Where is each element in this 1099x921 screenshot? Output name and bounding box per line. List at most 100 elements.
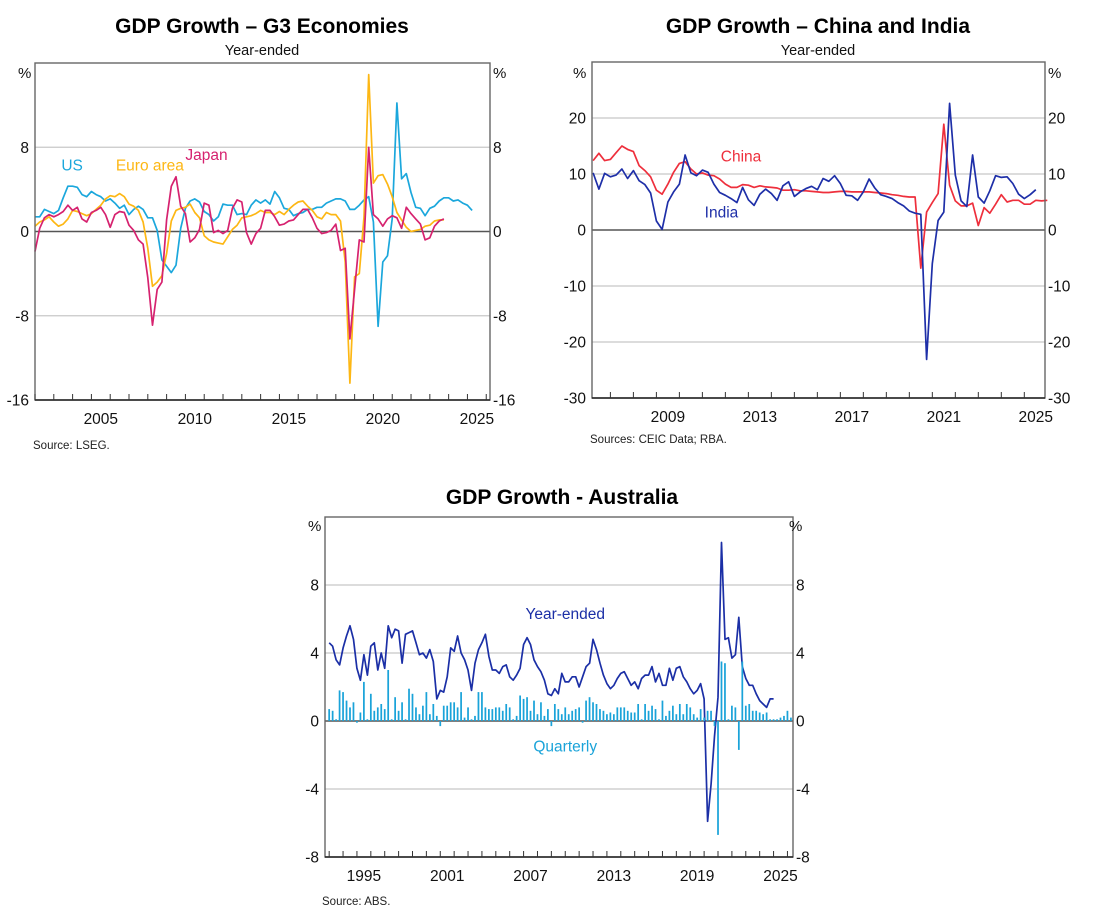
bar-quarterly (522, 698, 525, 721)
y-tick-label: 0 (310, 714, 319, 731)
bar-quarterly (376, 707, 379, 721)
series-line-india (592, 102, 1037, 361)
y-tick-label: 0 (1048, 223, 1057, 240)
bar-quarterly (338, 690, 341, 721)
bar-quarterly (779, 717, 782, 721)
y-axis-right: -16 -8 0 8 (493, 140, 515, 410)
x-tick-label: 1995 (347, 868, 381, 885)
series-label-india: India (705, 205, 739, 222)
bar-quarterly (783, 715, 785, 721)
bar-quarterly (553, 704, 556, 721)
bar-quarterly (637, 704, 640, 721)
bar-quarterly (602, 710, 605, 721)
bar-quarterly (651, 705, 653, 721)
y-unit-right: % (1048, 65, 1061, 82)
x-tick-label: 2005 (84, 411, 118, 428)
bar-quarterly (564, 707, 567, 721)
bar-quarterly (668, 710, 671, 721)
chart-title: GDP Growth – China and India (666, 15, 970, 38)
bar-quarterly (626, 710, 629, 721)
y-tick-label: 0 (796, 714, 805, 731)
series-labels: Year-ended Quarterly (525, 606, 605, 756)
bar-quarterly (411, 693, 414, 721)
bar-quarterly (560, 714, 563, 721)
y-tick-label: -8 (305, 850, 319, 867)
y-tick-label: -30 (1048, 391, 1071, 408)
bar-quarterly (328, 709, 331, 721)
bar-quarterly (678, 704, 681, 721)
bar-quarterly (501, 710, 504, 721)
source-note: Sources: CEIC Data; RBA. (590, 434, 727, 446)
y-unit-right: % (789, 518, 802, 535)
y-tick-label: -8 (796, 850, 810, 867)
series-label-year-ended: Year-ended (525, 606, 605, 623)
chart-china-india: GDP Growth – China and India Year-ended … (564, 15, 1071, 446)
bar-quarterly (647, 710, 650, 721)
bar-quarterly (442, 705, 445, 721)
bar-quarterly (446, 705, 449, 721)
series-line-euro-area (34, 73, 444, 384)
series-labels: China India (705, 149, 762, 222)
bar-quarterly (731, 705, 733, 721)
bar-quarterly (727, 719, 730, 721)
y-tick-label: 0 (577, 223, 586, 240)
y-axis-right: -8 -4 0 4 8 (796, 578, 810, 867)
y-tick-label: -20 (564, 335, 587, 352)
series-line-year-ended (328, 541, 774, 823)
bar-quarterly (453, 702, 456, 721)
bar-quarterly (658, 719, 660, 721)
y-axis-left: -8 -4 0 4 8 (305, 578, 319, 867)
bar-quarterly (772, 719, 775, 721)
plot-area (328, 541, 792, 835)
bar-quarterly (352, 702, 355, 721)
bar-quarterly (751, 710, 754, 721)
chart-subtitle: Year-ended (781, 43, 855, 59)
y-tick-label: -16 (493, 393, 515, 410)
x-tick-label: 2009 (651, 409, 685, 426)
x-tick-label: 2021 (927, 409, 961, 426)
series-label-japan: Japan (185, 147, 227, 164)
series-line-us (35, 102, 473, 328)
y-unit-left: % (573, 65, 586, 82)
bar-quarterly (665, 715, 667, 721)
y-unit-right: % (493, 65, 506, 82)
x-tick-label: 2007 (513, 868, 547, 885)
bar-quarterly (672, 705, 674, 721)
y-tick-label: -4 (796, 782, 810, 799)
bar-quarterly (547, 709, 549, 721)
bar-quarterly (543, 715, 546, 721)
bar-quarterly (588, 697, 591, 721)
bar-quarterly (630, 712, 633, 721)
bar-quarterly (484, 707, 487, 721)
bar-quarterly (571, 710, 574, 721)
bar-quarterly (592, 702, 594, 721)
x-tick-label: 2001 (430, 868, 464, 885)
x-tick-label: 2013 (743, 409, 777, 426)
bar-quarterly (345, 700, 348, 721)
bar-quarterly (762, 714, 765, 721)
y-tick-label: 0 (20, 224, 29, 241)
y-tick-label: 10 (1048, 167, 1066, 184)
bar-quarterly (366, 719, 369, 721)
gridlines (592, 117, 1045, 343)
y-tick-label: -8 (15, 308, 29, 325)
bar-quarterly (428, 714, 431, 721)
bar-quarterly (623, 707, 626, 721)
x-tick-label: 2013 (597, 868, 631, 885)
axes-frame (34, 62, 491, 401)
bar-quarterly (689, 707, 692, 721)
bar-quarterly (682, 714, 685, 721)
series-label-us: US (61, 157, 83, 174)
bar-quarterly (710, 710, 712, 721)
bar-quarterly (550, 721, 553, 727)
bar-quarterly (724, 663, 726, 721)
bar-quarterly (776, 719, 778, 721)
bar-quarterly (790, 717, 792, 721)
bar-quarterly (675, 714, 678, 721)
bar-quarterly (470, 719, 473, 721)
y-tick-label: 20 (1048, 111, 1066, 128)
bar-quarterly (380, 704, 383, 721)
bar-quarterly (387, 670, 390, 721)
bar-quarterly (574, 709, 577, 721)
bar-quarterly (567, 714, 570, 721)
